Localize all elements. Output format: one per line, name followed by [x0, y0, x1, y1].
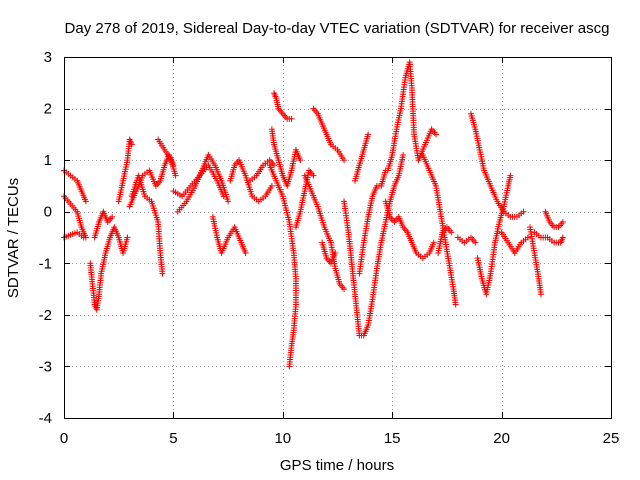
y-tick-label: -1	[39, 255, 52, 272]
data-point	[537, 291, 544, 298]
data-point	[172, 172, 179, 179]
data-point	[242, 249, 249, 256]
data-points	[61, 59, 566, 370]
data-point	[82, 198, 89, 205]
data-point	[559, 219, 566, 226]
x-tick-label: 5	[169, 430, 177, 447]
y-tick-label: -2	[39, 307, 52, 324]
data-point	[159, 270, 166, 277]
y-axis-tick-labels: -4 -3 -2 -1 0 1 2 3	[39, 49, 52, 427]
data-point	[124, 234, 131, 241]
axis-ticks	[64, 57, 612, 419]
x-axis-label: GPS time / hours	[280, 457, 394, 474]
chart-title: Day 278 of 2019, Sidereal Day-to-day VTE…	[65, 20, 610, 37]
y-tick-label: 1	[44, 152, 52, 169]
data-point	[341, 157, 348, 164]
data-point	[559, 234, 566, 241]
x-tick-label: 10	[274, 430, 291, 447]
data-point	[448, 229, 455, 236]
data-point	[472, 239, 479, 246]
data-point	[524, 234, 531, 241]
x-tick-label: 20	[493, 430, 510, 447]
data-point	[430, 239, 437, 246]
y-tick-label: 0	[44, 204, 52, 221]
data-point	[507, 172, 514, 179]
x-tick-label: 25	[603, 430, 620, 447]
data-point	[288, 115, 295, 122]
x-tick-label: 15	[384, 430, 401, 447]
data-point	[520, 208, 527, 215]
data-point	[128, 141, 135, 148]
data-point	[341, 286, 348, 293]
y-axis-label: SDTVAR / TECUs	[5, 178, 22, 298]
data-point	[268, 182, 275, 189]
y-tick-label: -4	[39, 410, 52, 427]
data-point	[400, 151, 407, 158]
data-point	[452, 301, 459, 308]
data-point	[310, 172, 317, 179]
data-point	[286, 363, 293, 370]
x-tick-label: 0	[60, 430, 68, 447]
data-point	[109, 213, 116, 220]
y-tick-label: 3	[44, 49, 52, 66]
data-point	[332, 249, 339, 256]
y-tick-label: -3	[39, 358, 52, 375]
y-tick-label: 2	[44, 101, 52, 118]
data-point	[297, 157, 304, 164]
data-point	[365, 131, 372, 138]
data-point	[225, 198, 232, 205]
plot-frame	[64, 57, 612, 419]
data-point	[80, 234, 87, 241]
x-axis-tick-labels: 0 5 10 15 20 25	[60, 430, 620, 447]
data-point	[432, 131, 439, 138]
